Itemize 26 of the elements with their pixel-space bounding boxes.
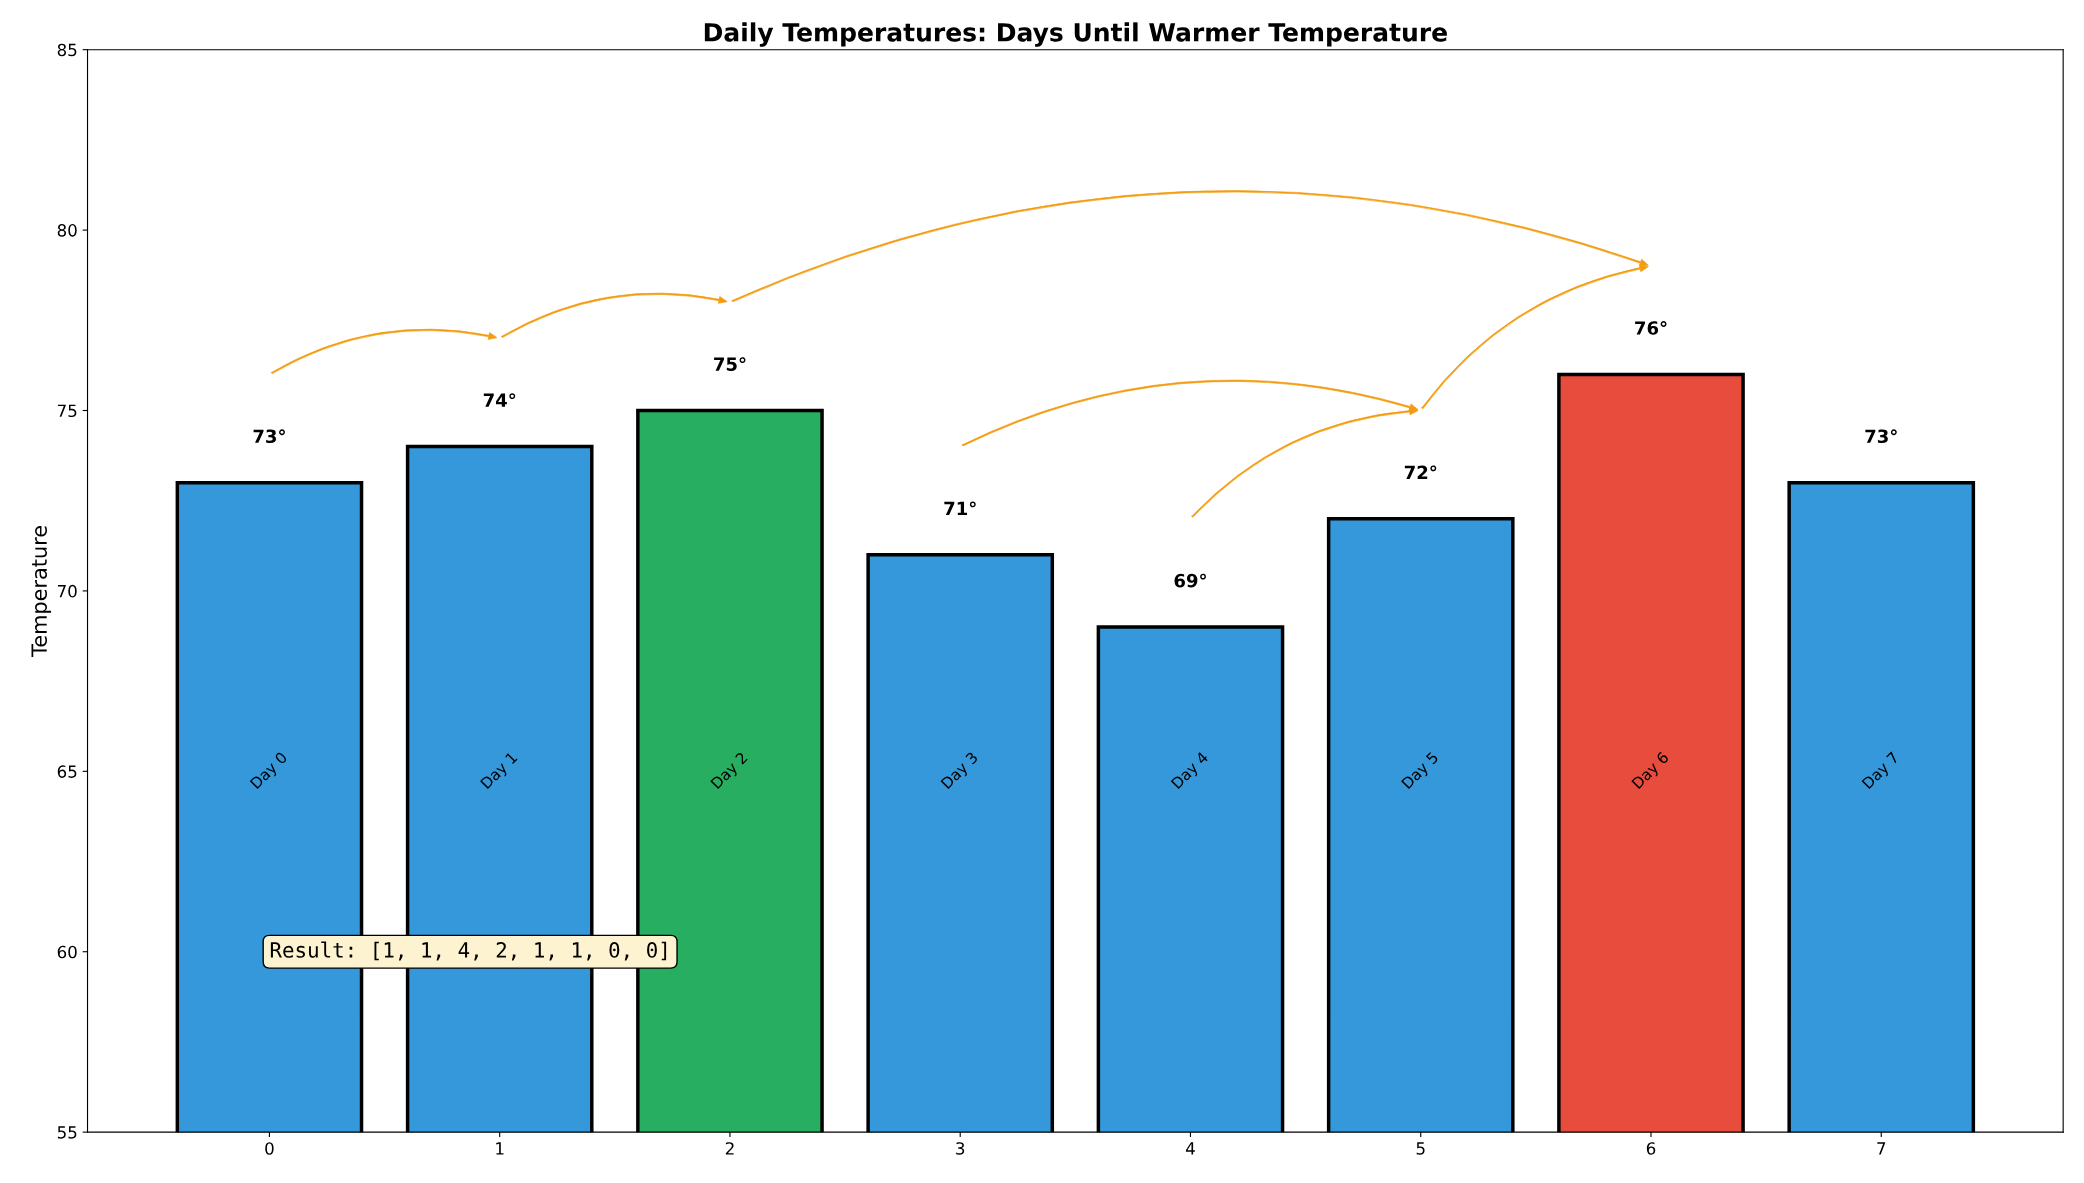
data-label: 73° bbox=[1865, 429, 1897, 444]
x-tick-label: 4 bbox=[1185, 1142, 1195, 1155]
x-tick-label: 5 bbox=[1416, 1142, 1425, 1155]
data-label: 73° bbox=[253, 429, 285, 444]
data-label: 75° bbox=[714, 357, 746, 371]
x-tick-label: 0 bbox=[265, 1142, 274, 1155]
y-tick-label: 60 bbox=[57, 945, 77, 959]
x-tick-label: 3 bbox=[956, 1142, 965, 1155]
y-tick-label: 65 bbox=[57, 765, 77, 778]
data-label: 74° bbox=[483, 393, 516, 407]
y-tick-label: 85 bbox=[57, 43, 77, 57]
y-tick-label: 70 bbox=[57, 584, 77, 598]
y-tick-label: 55 bbox=[57, 1126, 77, 1139]
x-tick-label: 2 bbox=[725, 1142, 734, 1155]
data-label: 72° bbox=[1404, 465, 1437, 479]
chart-title: Daily Temperatures: Days Until Warmer Temperature bbox=[704, 22, 1447, 47]
x-tick-label: 6 bbox=[1646, 1142, 1656, 1155]
data-label: 69° bbox=[1174, 573, 1206, 588]
data-label: 76° bbox=[1635, 321, 1667, 335]
data-label: 71° bbox=[944, 501, 976, 515]
x-tick-label: 7 bbox=[1877, 1142, 1886, 1155]
y-axis-title: Temperature bbox=[31, 526, 52, 657]
x-tick-label: 1 bbox=[496, 1142, 504, 1155]
annotation: Result: [1, 1, 4, 2, 1, 1, 0, 0] bbox=[270, 941, 667, 961]
y-tick-label: 75 bbox=[57, 404, 77, 418]
y-tick-label: 80 bbox=[57, 224, 77, 237]
